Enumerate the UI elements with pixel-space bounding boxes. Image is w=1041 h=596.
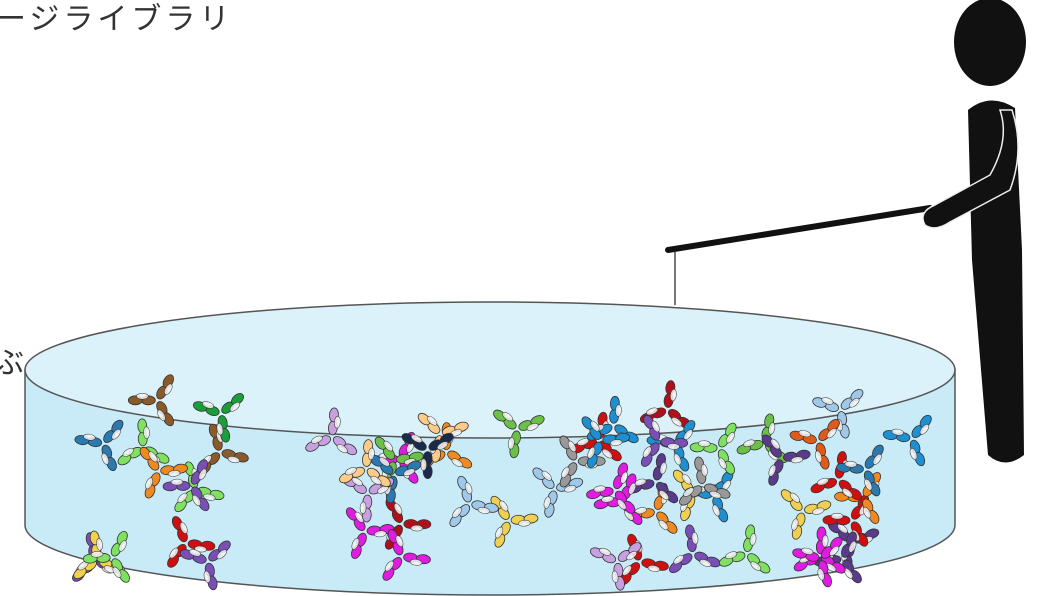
person-head (954, 0, 1026, 86)
antibody-domain (171, 479, 183, 485)
antibody-domain (360, 502, 367, 514)
antibody-domain (411, 525, 423, 531)
side-label: ぶ (0, 338, 28, 382)
antibody-domain (421, 459, 427, 471)
page-body: ージライブラリ ぶ (() => { const data = JSON.par… (0, 0, 1041, 596)
fishing-rod (668, 208, 930, 250)
antibody-domain (831, 513, 843, 519)
antibody-domain (822, 535, 829, 547)
antibody-domain (143, 427, 149, 439)
illustration (0, 0, 1041, 596)
antibody-domain (136, 393, 148, 399)
heading: ージライブラリ (0, 0, 233, 38)
antibody-domain (698, 440, 710, 446)
antibody-domain (667, 443, 679, 450)
page: {"heading": {"title": "ージライブラリ"}, "side_… (0, 0, 1041, 596)
antibody-domain (615, 404, 622, 416)
